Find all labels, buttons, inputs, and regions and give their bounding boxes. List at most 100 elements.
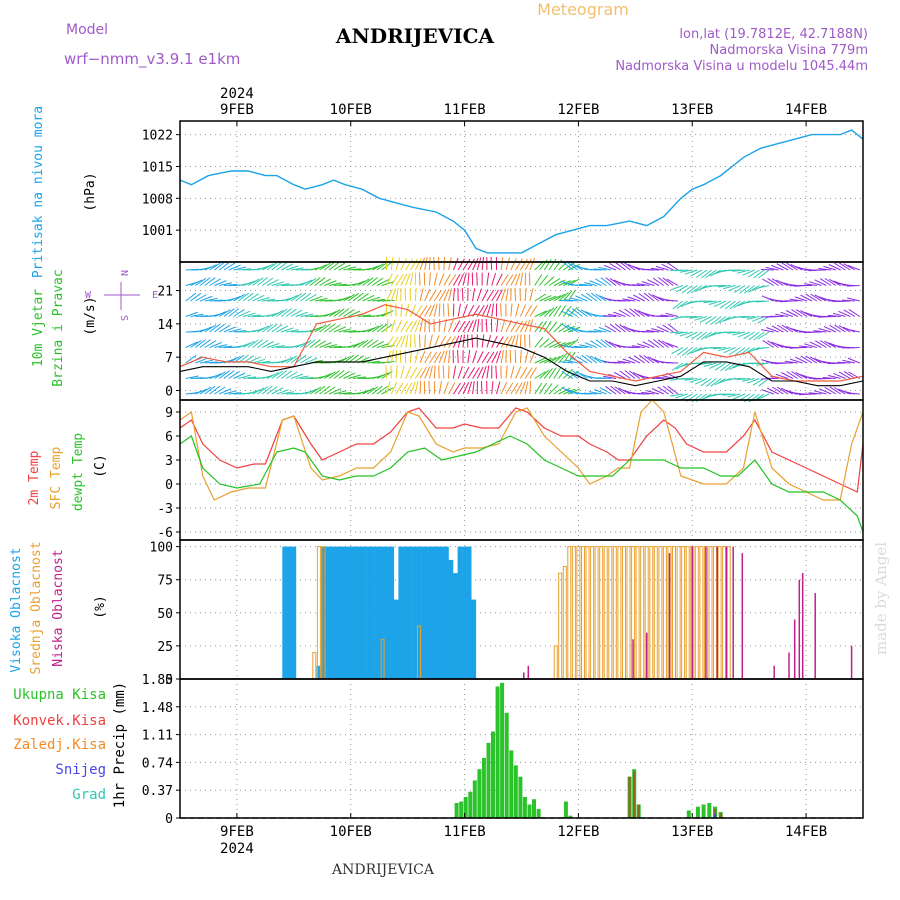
wind-arrow (751, 362, 765, 365)
high-cloud-bar (439, 546, 445, 679)
precip-legend-item: Snijeg (55, 762, 106, 778)
wind-arrow (452, 335, 460, 348)
pressure-axis-label: Pritisak na nivou mora (31, 106, 46, 278)
wind-arrow (598, 377, 612, 379)
wind-arrow (776, 263, 789, 271)
wind-arrow (724, 362, 736, 372)
wind-arrow (559, 361, 574, 364)
wind-arrow (290, 267, 304, 271)
wind-arrow (352, 376, 366, 379)
mid-cloud-bar (562, 566, 567, 680)
mid-cloud-bar (672, 546, 676, 680)
wind-arrow (314, 385, 326, 395)
wind-arrow (590, 355, 602, 364)
precip-total-bar (568, 815, 573, 818)
wind-arrow (743, 331, 755, 340)
wind-arrow (818, 328, 832, 333)
wind-arrow (386, 289, 393, 302)
wind-arrow (309, 295, 323, 302)
wind-arrow (433, 289, 442, 302)
wind-arrow (433, 380, 436, 395)
wind-arrow (534, 310, 547, 317)
wind-arrow (753, 331, 765, 341)
wind-arrow (553, 279, 566, 286)
wind-arrow (238, 342, 251, 348)
wind-arrow (838, 371, 851, 379)
wind-arrow (409, 320, 418, 333)
compass-west: W (85, 290, 92, 301)
wind-arrow (190, 339, 202, 348)
wind-arrow (614, 261, 626, 271)
wind-arrow (843, 309, 856, 317)
high-cloud-bar (430, 546, 436, 679)
wind-arrow (390, 288, 396, 302)
wind-arrow (333, 326, 347, 333)
high-cloud-bar (412, 546, 417, 679)
precip-total-bar (500, 682, 505, 818)
cloud-unit-label: (%) (93, 595, 108, 618)
x-top-tick-label: 10FEB (330, 102, 372, 118)
wind-arrow (613, 371, 626, 379)
wind-arrow (833, 387, 846, 395)
wind-arrow (295, 292, 307, 302)
wind-arrow (271, 370, 283, 379)
wind-arrow (447, 303, 450, 317)
wind-arrow (491, 381, 494, 395)
wind-arrow (567, 338, 579, 348)
wind-arrow (214, 344, 228, 348)
wind-arrow (195, 388, 208, 395)
high-cloud-bar (286, 546, 292, 679)
precip-total-bar (472, 780, 477, 818)
wind-arrow (314, 277, 326, 286)
wind-arrow (252, 339, 264, 348)
wind-arrow (476, 288, 482, 302)
wind-arrow (486, 272, 490, 286)
wind-arrow (846, 285, 860, 287)
wind-arrow (553, 305, 562, 317)
footer-station: ANDRIJEVICA (331, 862, 435, 878)
wind-arrow (443, 273, 451, 286)
wind-arrow (613, 311, 626, 317)
wind-arrow (605, 385, 617, 395)
wind-arrow (543, 258, 552, 271)
y-tick-label: -3 (157, 502, 173, 517)
wind-arrow (328, 370, 340, 379)
wind-arrow (653, 339, 665, 348)
wind-arrow (452, 382, 461, 395)
wind-arrow (539, 357, 552, 364)
wind-arrow (276, 325, 289, 333)
temp-unit-label: (C) (93, 454, 108, 477)
wind-arrow (457, 349, 459, 364)
wind-arrow (452, 320, 461, 333)
wind-arrow (424, 288, 431, 302)
wind-arrow (534, 357, 547, 364)
wind-arrow (429, 256, 431, 271)
wind-arrow (300, 292, 312, 302)
wind-arrow (261, 341, 274, 348)
wind-arrow (324, 386, 336, 395)
wind-arrow (266, 343, 280, 348)
station-title: ANDRIJEVICA (335, 24, 495, 48)
wind-arrow (438, 256, 440, 271)
wind-arrow (228, 370, 240, 379)
wind-arrow (694, 378, 708, 385)
wind-arrow (338, 295, 351, 302)
wind-arrow (703, 300, 717, 304)
wind-arrow (214, 311, 227, 317)
wind-arrow (562, 305, 572, 317)
wind-arrow (667, 262, 679, 271)
wind-arrow (204, 277, 216, 286)
wind-arrow (247, 339, 259, 348)
y-tick-label: 1008 (142, 192, 173, 207)
wind-arrow (448, 336, 456, 348)
wind-arrow (414, 334, 416, 348)
wind-arrow (233, 266, 247, 271)
wind-arrow (362, 339, 374, 348)
wind-arrow (257, 265, 270, 271)
wind-arrow (195, 277, 207, 286)
wind-arrow (515, 334, 519, 348)
y-tick-label: 1001 (142, 224, 173, 239)
wind-arrow (784, 360, 798, 364)
wind-arrow (223, 370, 235, 379)
wind-arrow (319, 385, 331, 395)
